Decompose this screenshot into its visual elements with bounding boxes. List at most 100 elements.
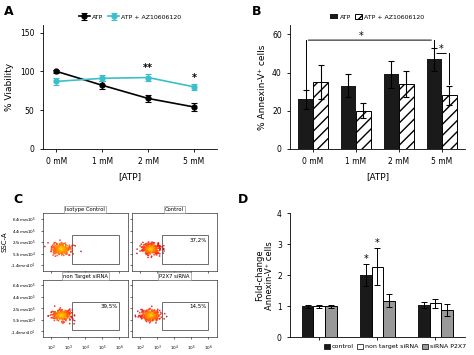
Text: *: * [364,254,368,264]
Point [154,242,161,248]
Point [58,312,66,318]
Point [143,248,150,254]
Point [50,247,58,252]
Point [58,313,65,319]
Point [145,239,153,245]
Point [153,245,160,251]
Point [55,246,63,252]
Point [61,316,68,322]
Point [149,246,157,252]
Point [151,250,158,255]
Point [142,245,149,251]
Point [58,246,66,252]
Point [58,251,65,257]
Point [66,311,74,317]
Point [143,246,151,252]
Point [147,246,155,251]
Point [55,244,62,250]
Point [53,249,61,255]
Point [56,311,64,317]
Point [151,315,158,320]
Point [143,312,150,318]
Point [55,251,63,257]
Text: 14,5%: 14,5% [190,304,207,309]
Point [154,316,162,321]
Point [48,312,56,317]
Point [142,313,149,318]
Point [148,247,155,252]
Point [149,317,156,323]
Point [156,311,164,317]
Point [144,310,151,315]
Point [63,250,71,256]
Point [145,241,152,247]
Point [55,313,63,318]
Point [54,250,62,256]
Point [65,311,73,317]
Point [145,246,153,251]
Point [58,249,66,255]
Point [149,246,157,252]
Point [56,315,64,321]
Point [52,309,59,315]
Point [146,313,154,318]
Bar [325,306,337,337]
Point [148,314,156,320]
Legend: ATP, ATP + AZ10606120: ATP, ATP + AZ10606120 [328,12,427,22]
Point [147,315,155,321]
Point [146,247,153,253]
Point [146,311,153,317]
Point [151,310,158,316]
Point [143,250,151,256]
Legend: control, non target siRNA, siRNA P2X7: control, non target siRNA, siRNA P2X7 [321,341,468,352]
Point [146,245,154,251]
Point [56,309,64,315]
Point [149,311,157,317]
Point [60,311,67,317]
Point [57,245,65,250]
Point [146,247,154,253]
Point [51,311,59,317]
Point [137,313,145,319]
Point [153,246,160,251]
Point [62,251,69,257]
Point [64,308,72,313]
Point [143,319,150,324]
Point [54,244,62,250]
Point [57,246,65,252]
Point [147,311,155,317]
Point [142,241,150,246]
Point [139,246,147,252]
Point [149,315,156,321]
Point [141,310,149,316]
Point [140,246,148,251]
Point [56,307,64,312]
Point [143,245,151,251]
Point [141,242,149,248]
Point [68,243,76,248]
Point [145,314,152,320]
Point [57,314,64,320]
Point [143,245,150,251]
Point [66,317,74,322]
Point [55,248,62,254]
Point [150,311,158,317]
Point [153,247,160,253]
Point [158,311,166,316]
Point [150,311,157,316]
Point [147,242,155,247]
Point [62,312,70,318]
Point [61,313,68,318]
Point [61,247,68,252]
Point [61,249,69,255]
Point [150,315,158,321]
Point [64,311,71,316]
Point [141,313,148,319]
Point [58,309,66,315]
Point [57,247,64,253]
Point [148,246,155,251]
Point [54,317,62,323]
Point [138,248,146,253]
Point [143,315,150,321]
Point [61,241,68,246]
